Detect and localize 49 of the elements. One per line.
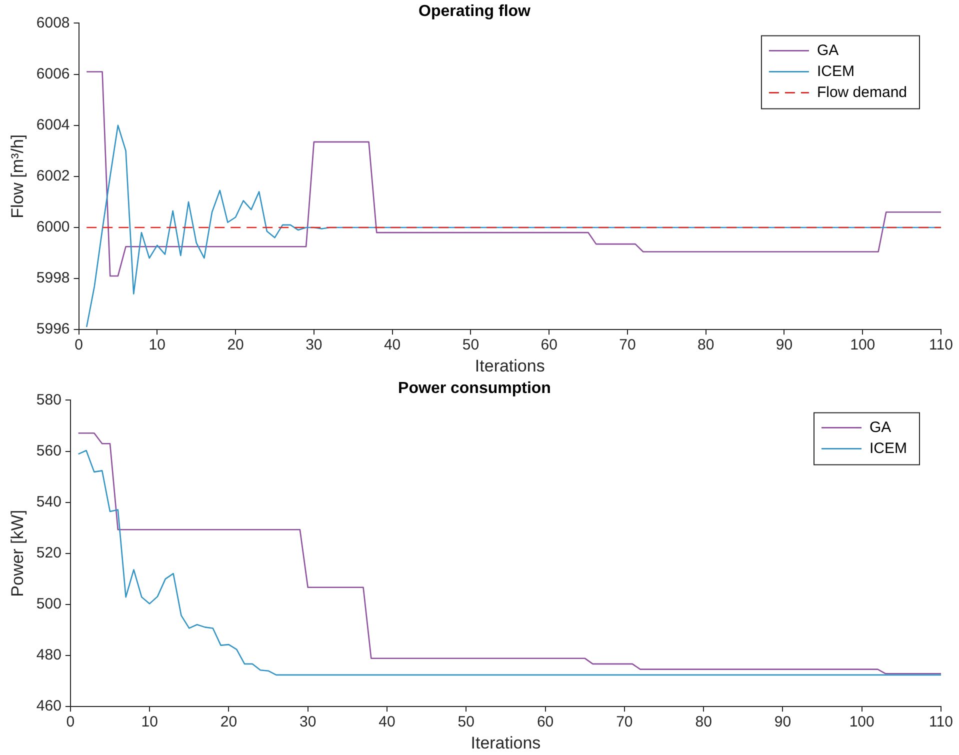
x-tick-label: 60 [540,336,558,354]
y-tick-label: 520 [36,544,62,562]
x-tick-label: 90 [774,714,792,731]
x-axis-title: Iterations [470,733,541,752]
x-tick-label: 70 [616,714,633,731]
x-tick-label: 20 [227,336,244,354]
x-tick-label: 40 [384,336,401,354]
x-tick-label: 80 [698,336,714,354]
y-tick-label: 480 [36,646,62,664]
y-tick-label: 5998 [36,270,70,287]
x-tick-label: 110 [929,714,953,731]
y-tick-label: 6006 [36,65,70,82]
x-tick-label: 50 [458,714,474,731]
legend-label: ICEM [816,62,854,80]
x-tick-label: 70 [619,336,636,354]
x-tick-label: 50 [462,336,480,354]
legend-label: Flow demand [816,84,908,101]
y-tick-label: 6000 [36,218,70,236]
legend-label: GA [870,418,892,436]
x-tick-label: 30 [300,714,316,731]
y-axis-title: Power [kW] [8,510,27,597]
x-tick-label: 0 [66,714,75,731]
chart-title: Power consumption [398,380,551,398]
x-tick-label: 90 [776,336,793,354]
y-tick-label: 5996 [36,320,70,338]
x-tick-label: 100 [849,714,874,731]
y-tick-label: 6008 [36,14,70,32]
x-tick-label: 30 [306,336,322,354]
y-tick-label: 580 [36,391,62,408]
chart-title: Operating flow [418,3,532,20]
legend-label: ICEM [870,440,907,457]
y-tick-label: 6002 [36,168,70,185]
y-axis-title: Flow [m³/h] [8,134,27,218]
y-tick-label: 500 [36,596,62,613]
x-axis-title: Iterations [474,356,545,376]
x-tick-label: 80 [695,714,712,731]
x-tick-label: 110 [929,336,953,354]
y-tick-label: 540 [36,493,62,510]
x-tick-label: 10 [148,336,166,354]
x-tick-label: 20 [220,714,238,731]
legend-label: GA [816,42,839,59]
x-tick-label: 100 [850,336,876,354]
x-tick-label: 60 [536,714,554,731]
x-tick-label: 10 [141,714,158,731]
x-tick-label: 40 [378,714,396,731]
y-tick-label: 460 [36,698,62,715]
y-tick-label: 6004 [36,116,70,134]
y-tick-label: 560 [36,442,62,460]
x-tick-label: 0 [74,336,83,354]
